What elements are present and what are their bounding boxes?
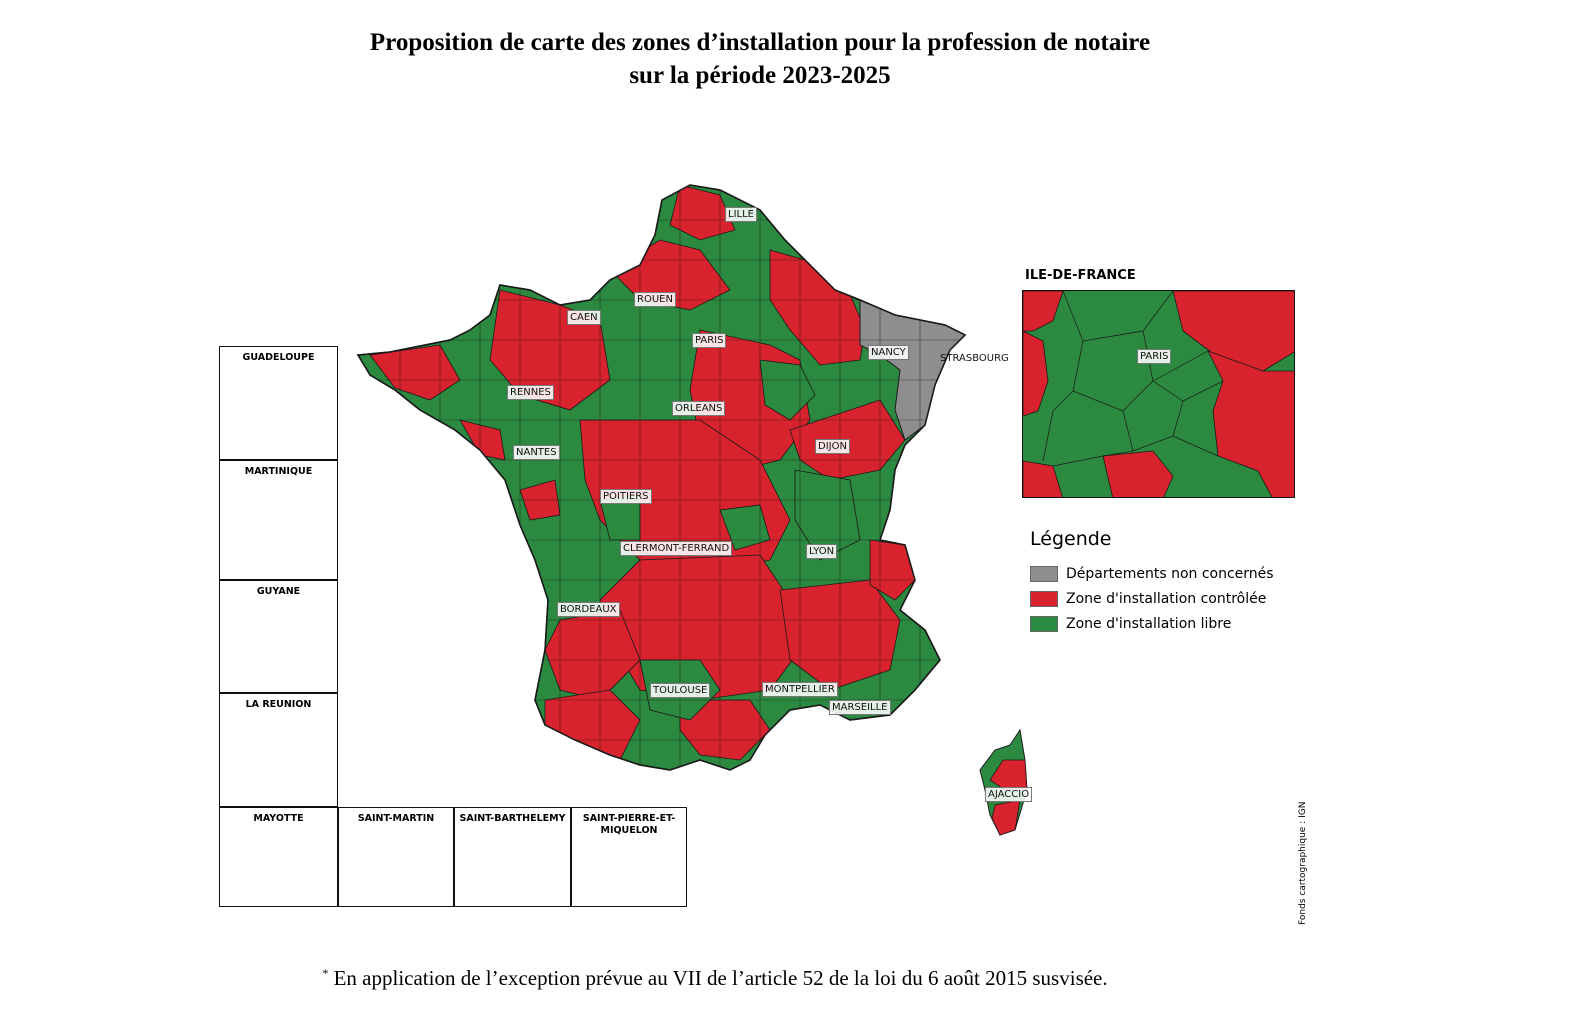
legend-label: Zone d'installation contrôlée xyxy=(1066,591,1267,607)
city-label-lyon: LYON xyxy=(806,544,838,559)
city-label-marseille: MARSEILLE xyxy=(829,700,891,715)
city-label-poitiers: POITIERS xyxy=(600,489,652,504)
city-label-rouen: ROUEN xyxy=(634,292,676,307)
corsica xyxy=(979,728,1028,836)
inset-saint-barthelemy: SAINT-BARTHELEMY xyxy=(454,807,571,907)
inset-saint-martin: SAINT-MARTIN xyxy=(338,807,454,907)
city-label-dijon: DIJON xyxy=(815,439,850,454)
city-label-lille: LILLE xyxy=(725,207,757,222)
inset-label-saint-barthelemy: SAINT-BARTHELEMY xyxy=(459,813,566,824)
inset-label-spm: SAINT-PIERRE-ET-MIQUELON xyxy=(582,813,676,836)
legend-label: Départements non concernés xyxy=(1066,566,1274,582)
source-credit: Fonds cartographique : IGN xyxy=(1298,801,1308,925)
zone-controlled xyxy=(369,344,461,401)
inset-label-mayotte: MAYOTTE xyxy=(253,813,304,824)
inset-guadeloupe: GUADELOUPE xyxy=(219,346,338,460)
city-label-montpellier: MONTPELLIER xyxy=(762,682,838,697)
city-label-nantes: NANTES xyxy=(513,445,560,460)
city-label-paris: PARIS xyxy=(692,333,727,348)
city-label-ajaccio: AJACCIO xyxy=(985,787,1033,802)
legend-item-controlled: Zone d'installation contrôlée xyxy=(1030,590,1266,608)
zone-free xyxy=(759,359,816,421)
inset-label-guadeloupe: GUADELOUPE xyxy=(242,352,315,363)
inset-spm: SAINT-PIERRE-ET-MIQUELON xyxy=(571,807,687,907)
city-label-clermont: CLERMONT-FERRAND xyxy=(620,541,733,556)
legend-item-not-concerned: Départements non concernés xyxy=(1030,565,1274,583)
zone-controlled xyxy=(669,185,736,241)
footnote-text: En application de l’exception prévue au … xyxy=(333,966,1108,990)
inset-label-martinique: MARTINIQUE xyxy=(244,466,313,477)
idf-city-label-paris: PARIS xyxy=(1137,349,1172,364)
city-label-toulouse: TOULOUSE xyxy=(650,683,711,698)
inset-mayotte: MAYOTTE xyxy=(219,807,338,907)
footnote: * En application de l’exception prévue a… xyxy=(0,966,1430,991)
legend-label: Zone d'installation libre xyxy=(1066,616,1232,632)
city-label-orleans: ORLEANS xyxy=(672,401,726,416)
city-label-nancy: NANCY xyxy=(868,345,909,360)
legend-item-free: Zone d'installation libre xyxy=(1030,615,1231,633)
city-label-bordeaux: BORDEAUX xyxy=(557,602,620,617)
idf-inset: PARIS xyxy=(1022,290,1295,498)
map-title-line1: Proposition de carte des zones d’install… xyxy=(369,29,1151,56)
legend-title: Légende xyxy=(1030,528,1112,550)
inset-label-guyane: GUYANE xyxy=(256,586,301,597)
map-title: Proposition de carte des zones d’install… xyxy=(0,26,1520,92)
city-label-caen: CAEN xyxy=(567,310,601,325)
inset-label-reunion: LA REUNION xyxy=(245,699,312,710)
map-title-line2: sur la période 2023-2025 xyxy=(629,62,891,89)
city-label-rennes: RENNES xyxy=(507,385,554,400)
inset-martinique: MARTINIQUE xyxy=(219,460,338,580)
inset-label-saint-martin: SAINT-MARTIN xyxy=(357,813,435,824)
idf-map xyxy=(1023,291,1294,497)
inset-reunion: LA REUNION xyxy=(219,693,338,807)
legend-swatch-grey xyxy=(1030,566,1058,582)
inset-guyane: GUYANE xyxy=(219,580,338,693)
footnote-mark: * xyxy=(322,966,329,980)
legend-swatch-green xyxy=(1030,616,1058,632)
legend-swatch-red xyxy=(1030,591,1058,607)
city-label-strasbourg: STRASBOURG xyxy=(940,353,1009,364)
idf-title: ILE-DE-FRANCE xyxy=(1025,268,1136,283)
